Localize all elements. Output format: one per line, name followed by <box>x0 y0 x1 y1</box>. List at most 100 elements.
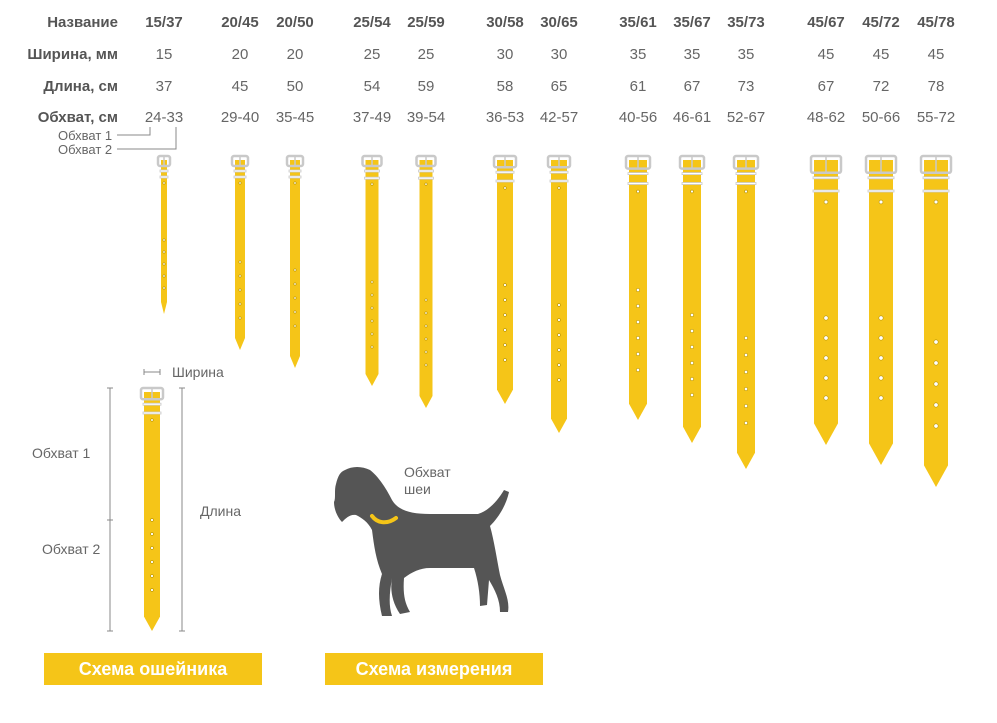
collar-hole <box>823 315 829 321</box>
collar-hole <box>933 360 939 366</box>
cell-length-9: 67 <box>683 78 701 95</box>
cell-width-10: 35 <box>737 46 755 63</box>
collar-hole <box>823 395 829 401</box>
collar-25-59 <box>415 154 437 408</box>
collar-hole <box>557 378 561 382</box>
cell-length-11: 67 <box>817 78 835 95</box>
rivet <box>823 199 829 205</box>
collar-strap <box>551 160 567 433</box>
cell-name-12: 45/72 <box>862 14 900 31</box>
row-label-width: Ширина, мм <box>27 46 118 63</box>
width-indicator <box>143 369 161 375</box>
collar-hole <box>424 298 428 302</box>
cell-length-12: 72 <box>872 78 890 95</box>
keeper-loop <box>495 179 515 183</box>
keeper-loop <box>627 182 649 185</box>
keeper-loop <box>681 172 703 176</box>
collar-hole <box>162 286 166 290</box>
collar-hole <box>293 268 297 272</box>
collar-hole <box>690 345 694 349</box>
rivet <box>503 186 507 190</box>
keeper-loop <box>627 172 649 176</box>
collar-45-72 <box>864 154 898 465</box>
cell-width-2: 20 <box>231 46 249 63</box>
cell-name-4: 25/54 <box>353 14 391 31</box>
collar-hole <box>162 274 166 278</box>
rivet <box>933 199 939 205</box>
collar-25-54 <box>361 154 383 386</box>
cell-girth-11: 48-62 <box>806 109 846 126</box>
rivet <box>238 181 242 185</box>
collar-hole <box>636 288 640 292</box>
collar-hole <box>238 260 242 264</box>
collar-45-67 <box>809 154 843 445</box>
collar-hole <box>557 318 561 322</box>
scheme-length-label: Длина <box>200 503 241 519</box>
collar-hole <box>503 343 507 347</box>
measure-scheme-banner: Схема измерения <box>325 653 543 685</box>
cell-name-2: 20/45 <box>221 14 259 31</box>
keeper-loop <box>922 176 950 180</box>
cell-length-10: 73 <box>737 78 755 95</box>
collar-hole <box>878 395 884 401</box>
cell-width-6: 30 <box>496 46 514 63</box>
keeper-loop <box>812 189 840 193</box>
collar-hole <box>503 298 507 302</box>
collar-hole <box>744 421 748 425</box>
keeper-loop <box>867 189 895 193</box>
cell-length-7: 65 <box>550 78 568 95</box>
dog-body <box>334 467 509 616</box>
collar-hole <box>370 319 374 323</box>
rivet <box>878 199 884 205</box>
collar-hole <box>557 348 561 352</box>
collar-strap <box>737 160 755 469</box>
collar-hole <box>744 387 748 391</box>
cell-width-12: 45 <box>872 46 890 63</box>
collar-hole <box>424 350 428 354</box>
collar-hole <box>690 313 694 317</box>
keeper-loop <box>681 182 703 185</box>
rivet <box>690 189 694 194</box>
collar-30-65 <box>546 154 572 433</box>
collar-hole <box>933 339 939 345</box>
collar-hole <box>823 335 829 341</box>
girth2-note: Обхват 2 <box>58 142 113 157</box>
collar-35-61 <box>624 154 652 420</box>
collar-hole <box>293 324 297 328</box>
collar-20-50 <box>285 154 305 368</box>
cell-width-11: 45 <box>817 46 835 63</box>
cell-width-9: 35 <box>683 46 701 63</box>
collar-hole <box>162 262 166 266</box>
collar-strap <box>235 160 245 350</box>
collar-hole <box>150 532 154 536</box>
collar-hole <box>238 274 242 278</box>
collar-hole <box>690 329 694 333</box>
collar-hole <box>150 546 154 550</box>
cell-length-4: 54 <box>363 78 381 95</box>
cell-name-3: 20/50 <box>276 14 314 31</box>
collar-hole <box>744 404 748 408</box>
cell-girth-8: 40-56 <box>618 109 658 126</box>
collar-hole <box>162 250 166 254</box>
collar-hole <box>690 361 694 365</box>
cell-length-5: 59 <box>417 78 435 95</box>
collar-hole <box>823 355 829 361</box>
keeper-loop <box>867 176 895 180</box>
girth1-note: Обхват 1 <box>58 128 113 143</box>
keeper-loop <box>233 175 247 179</box>
collar-hole <box>690 377 694 381</box>
cell-width-7: 30 <box>550 46 568 63</box>
collar-hole <box>370 306 374 310</box>
collar-hole <box>933 402 939 408</box>
rivet <box>370 182 374 186</box>
cell-width-8: 35 <box>629 46 647 63</box>
cell-name-5: 25/59 <box>407 14 445 31</box>
dog-collar <box>370 514 398 525</box>
cell-name-10: 35/73 <box>727 14 765 31</box>
cell-name-1: 15/37 <box>145 14 183 31</box>
collar-strap <box>924 160 948 487</box>
collar-strap <box>683 160 701 443</box>
scheme-girth2-label: Обхват 2 <box>42 541 101 557</box>
keeper-loop <box>549 170 569 174</box>
